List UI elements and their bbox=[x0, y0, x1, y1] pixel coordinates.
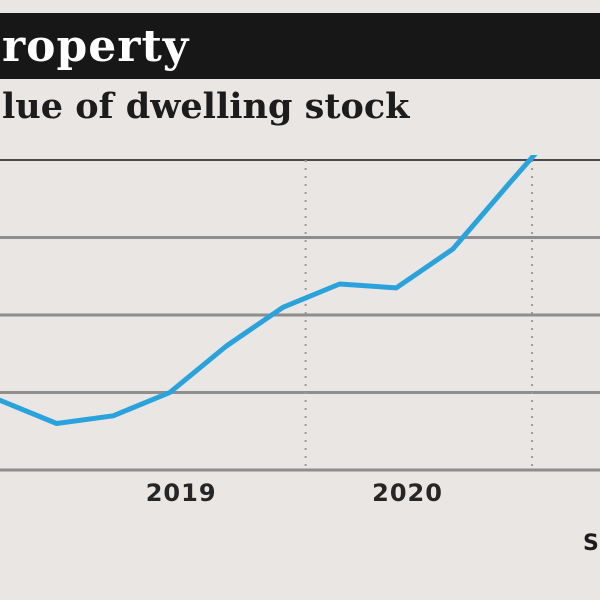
x-tick-label: 2019 bbox=[146, 479, 217, 507]
header-title: roperty bbox=[2, 21, 190, 72]
series-line bbox=[0, 155, 538, 426]
chart-subtitle: lue of dwelling stock bbox=[2, 86, 410, 127]
series-layer bbox=[0, 155, 538, 426]
x-tick-label: 2020 bbox=[372, 479, 443, 507]
line-chart: 2019 2020 bbox=[0, 155, 600, 507]
x-tick-layer: 2019 2020 bbox=[146, 479, 443, 507]
grid-layer bbox=[0, 159, 600, 472]
source-label: S bbox=[583, 531, 599, 556]
header-bar: roperty bbox=[0, 13, 600, 79]
